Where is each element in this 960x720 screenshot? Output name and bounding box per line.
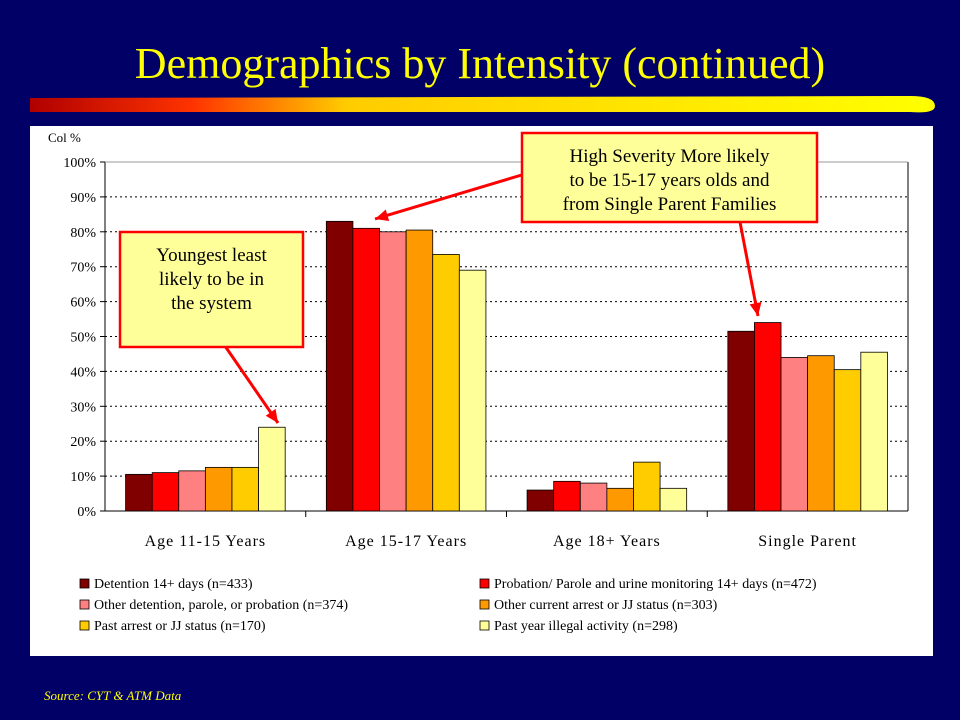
- bar: [606, 487, 634, 512]
- y-tick-label: 30%: [70, 400, 96, 415]
- legend-item: Other current arrest or JJ status (n=303…: [479, 598, 718, 613]
- legend-swatch: [79, 599, 90, 610]
- legend-item: Past year illegal activity (n=298): [479, 619, 678, 634]
- x-category-label: Age 15-17 Years: [345, 533, 467, 550]
- bar: [151, 472, 180, 512]
- bar: [325, 220, 354, 512]
- bar: [659, 487, 688, 512]
- callout-youngest: Youngest least likely to be in the system: [118, 230, 305, 424]
- y-tick-label: 20%: [70, 435, 96, 450]
- callout-box: [520, 131, 819, 224]
- legend-label: Past year illegal activity (n=298): [494, 619, 678, 634]
- callout-arrow-line: [223, 345, 280, 424]
- x-category-label: Age 11-15 Years: [145, 533, 267, 550]
- y-tick-label: 100%: [63, 156, 96, 171]
- bar: [405, 229, 434, 512]
- bar: [807, 355, 835, 512]
- bar: [458, 269, 487, 512]
- legend-label: Other detention, parole, or probation (n…: [94, 598, 348, 613]
- legend-swatch: [79, 620, 90, 631]
- y-tick-label: 90%: [70, 191, 96, 206]
- legend-item: Past arrest or JJ status (n=170): [79, 619, 266, 634]
- legend-label: Past arrest or JJ status (n=170): [94, 619, 266, 634]
- arrowhead-icon: [375, 209, 390, 222]
- callout-text-line: to be 15-17 years olds and: [570, 170, 770, 191]
- legend-swatch: [79, 578, 90, 589]
- legend-item: Other detention, parole, or probation (n…: [79, 598, 348, 613]
- bar: [727, 330, 755, 512]
- callout-text-line: High Severity More likely: [570, 146, 770, 167]
- bar: [178, 470, 206, 512]
- legend-swatch: [479, 620, 490, 631]
- callout-arrow-line: [374, 172, 526, 221]
- slide-title: Demographics by Intensity (continued): [134, 39, 826, 88]
- legend-label: Probation/ Parole and urine monitoring 1…: [494, 577, 817, 592]
- bar: [754, 322, 782, 512]
- x-category-label: Age 18+ Years: [553, 533, 661, 550]
- bar: [633, 461, 661, 512]
- callout-text-line: likely to be in: [159, 269, 265, 290]
- callout-high-severity: High Severity More likely to be 15-17 yea…: [374, 131, 819, 224]
- arrowhead-icon: [749, 302, 762, 316]
- callout-box: [118, 230, 305, 349]
- bar: [432, 254, 460, 512]
- chart-panel: Col % 0% 10% 20% 30% 40% 50% 60% 70% 80% 90% 100% …: [30, 126, 933, 656]
- legend-item: Detention 14+ days (n=433): [79, 577, 253, 592]
- legend-label: Other current arrest or JJ status (n=303…: [494, 598, 718, 613]
- y-tick-label: 40%: [70, 365, 96, 380]
- y-tick-label: 10%: [70, 470, 96, 485]
- legend-label: Detention 14+ days (n=433): [94, 577, 253, 592]
- title-underline-swoosh: [30, 96, 935, 113]
- bar: [258, 426, 286, 512]
- callout-high-severity-arrow-2: [738, 221, 762, 317]
- bar: [833, 369, 862, 512]
- y-tick-label: 0%: [77, 505, 96, 520]
- bar: [553, 480, 581, 512]
- bar: [231, 466, 259, 512]
- bar: [379, 231, 407, 512]
- bar: [579, 482, 608, 512]
- y-axis-label: Col %: [48, 130, 81, 145]
- bar: [526, 489, 555, 512]
- y-tick-label: 60%: [70, 296, 96, 311]
- x-category-label: Single Parent: [758, 533, 857, 550]
- callout-text-line: Youngest least: [156, 245, 267, 266]
- bar: [125, 473, 153, 512]
- bar: [780, 357, 809, 512]
- source-note: Source: CYT & ATM Data: [44, 688, 182, 703]
- y-tick-label: 70%: [70, 261, 96, 276]
- y-tick-label: 80%: [70, 226, 96, 241]
- legend-swatch: [479, 578, 490, 589]
- legend-item: Probation/ Parole and urine monitoring 1…: [479, 577, 817, 592]
- bar: [204, 466, 233, 512]
- callout-arrow-line: [738, 221, 760, 317]
- legend-swatch: [479, 599, 490, 610]
- arrowhead-icon: [265, 408, 278, 423]
- callout-text-line: from Single Parent Families: [563, 194, 777, 215]
- bar: [860, 351, 888, 512]
- callout-text-line: the system: [171, 293, 252, 314]
- bar: [352, 227, 380, 512]
- bar-chart: Col % 0%10%20%30%40%50%60%70%80%90%100% …: [48, 130, 909, 634]
- y-tick-label: 50%: [70, 331, 96, 346]
